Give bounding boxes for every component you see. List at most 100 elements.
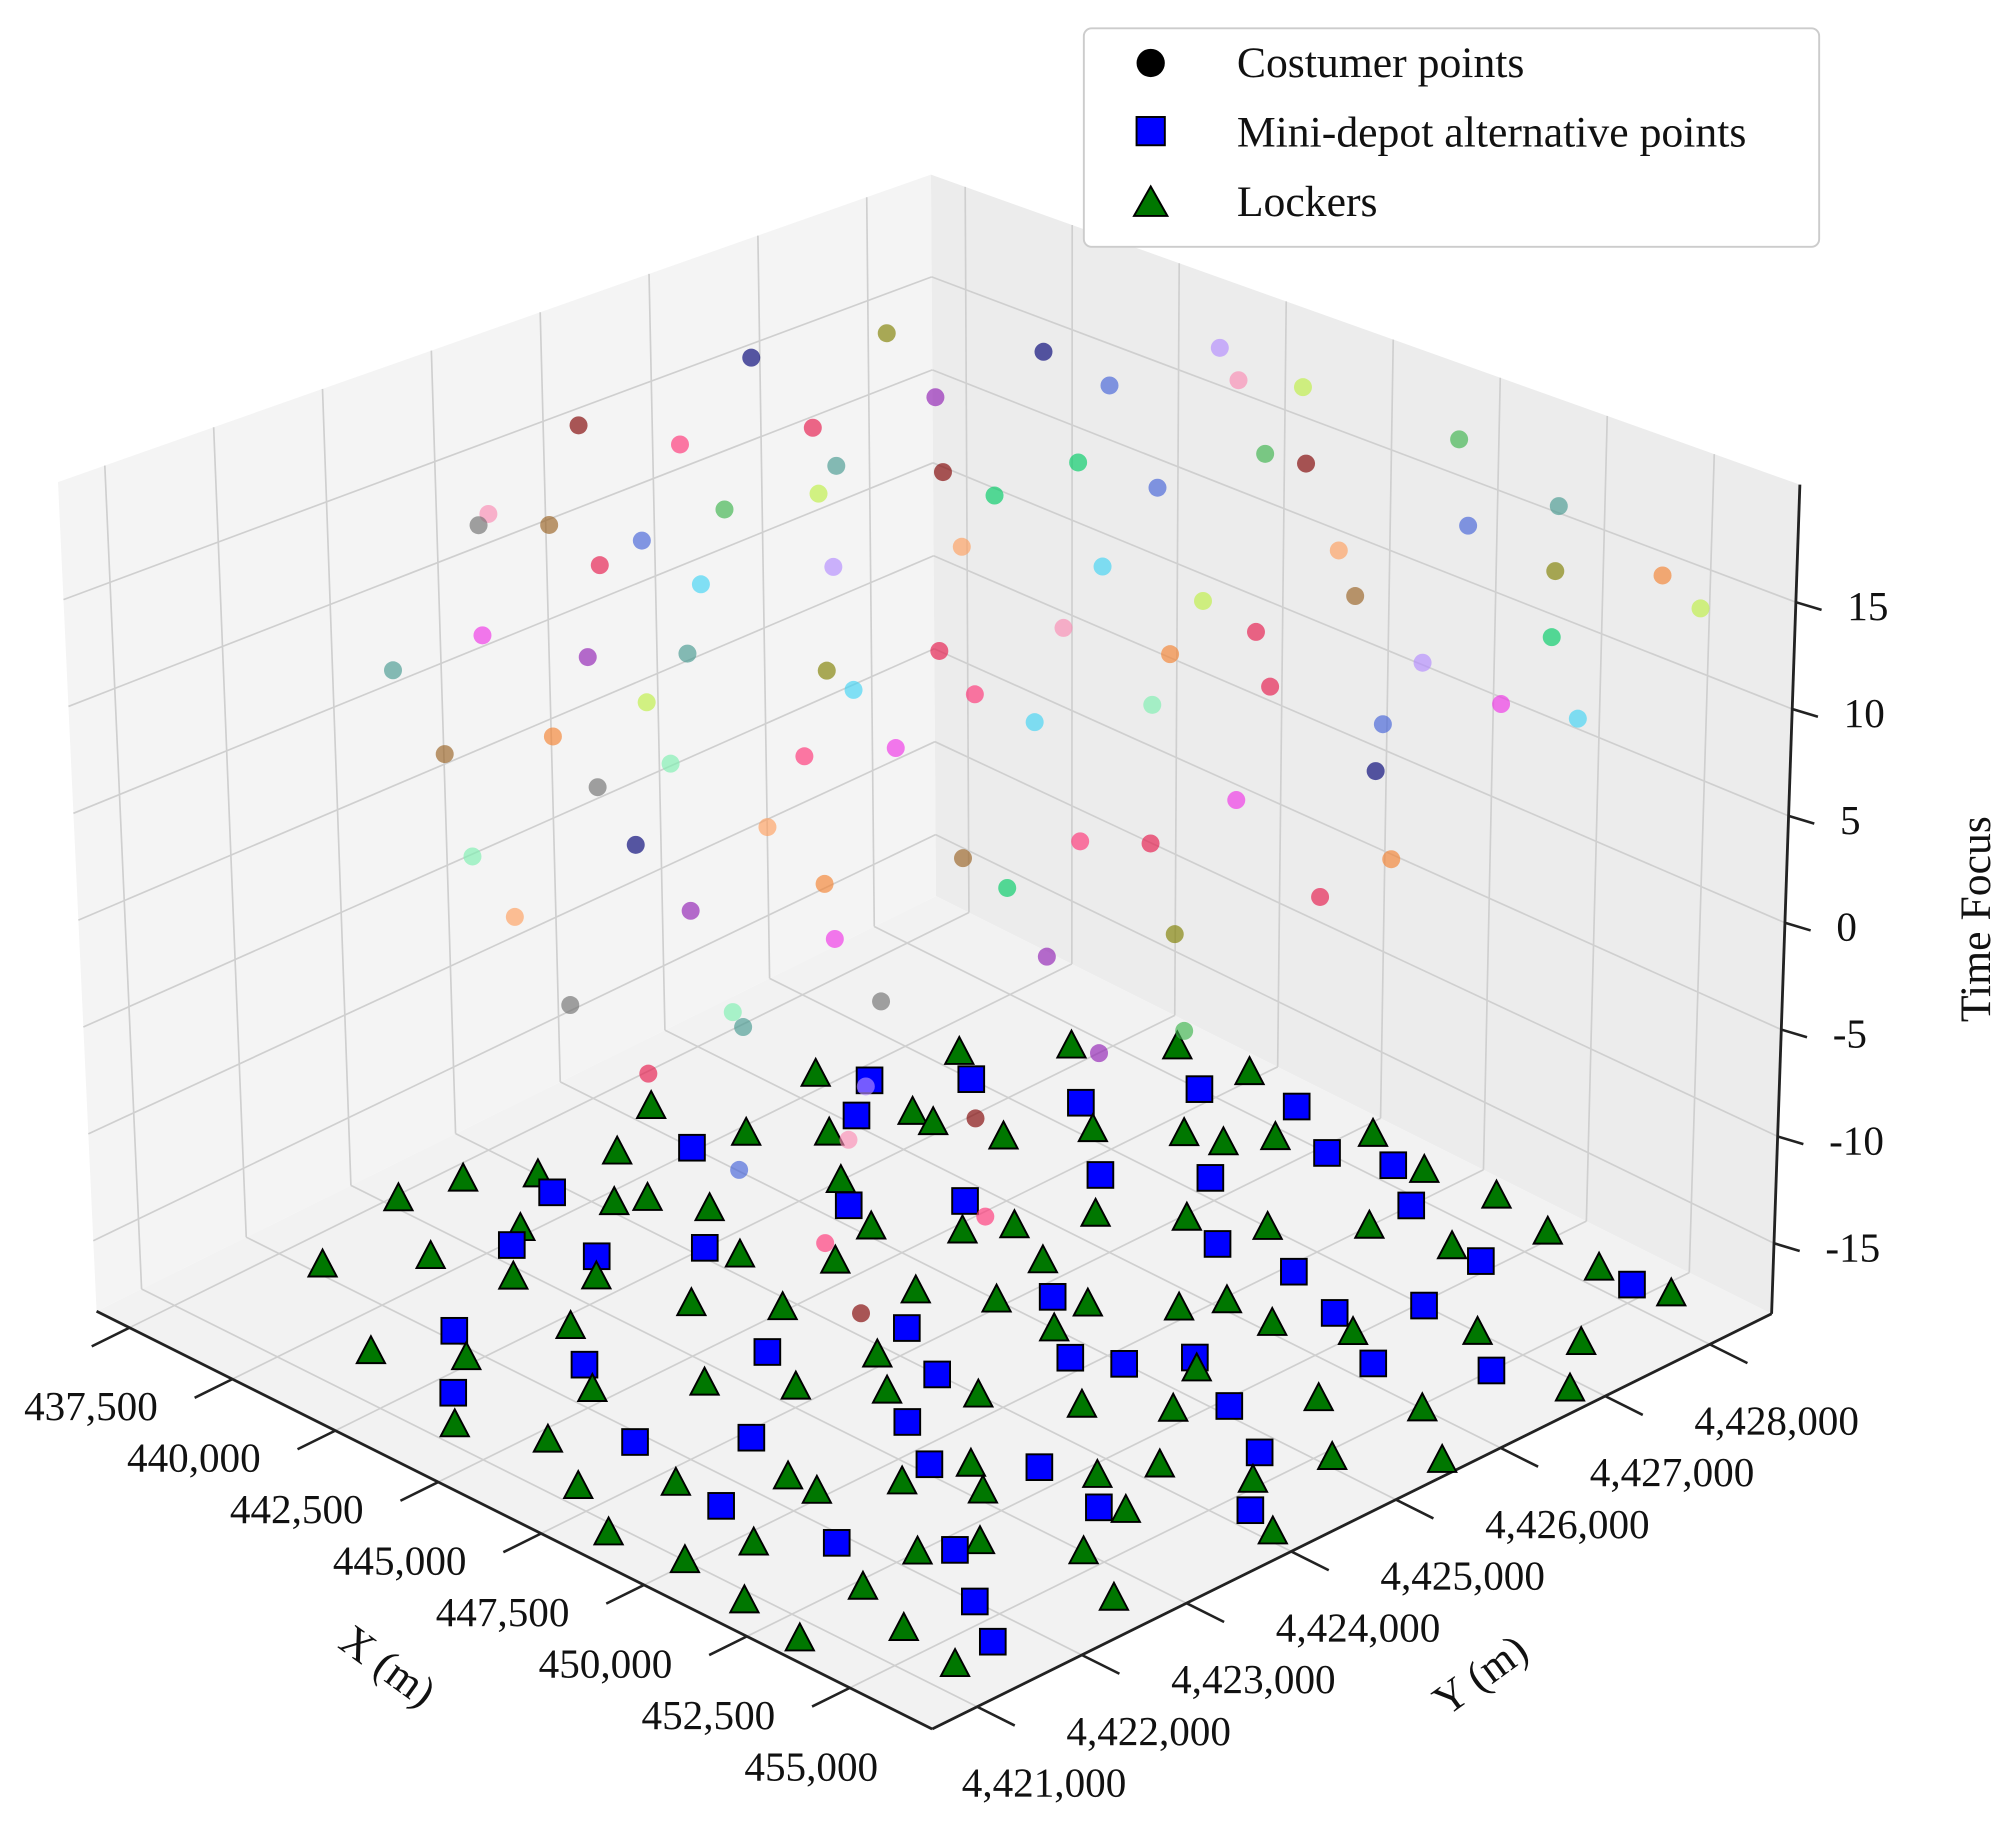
grid-line-y (539, 312, 562, 1082)
locker-point (737, 1525, 770, 1556)
locker-point (772, 1459, 804, 1490)
locker-point (987, 1119, 1020, 1150)
customer-point (877, 324, 896, 343)
y-tick-label: 4,427,000 (1590, 1449, 1755, 1495)
grid-line-z (934, 740, 1778, 1138)
customer-point (681, 901, 700, 920)
y-tick (1709, 1343, 1749, 1365)
locker-point (1251, 1209, 1284, 1240)
customer-point (795, 747, 814, 766)
legend-label-lockers: Lockers (1237, 178, 1378, 226)
mini-depot-point (957, 1065, 986, 1093)
y-tick (1604, 1394, 1644, 1417)
locker-point (1237, 1462, 1269, 1493)
z-tick (1773, 1242, 1801, 1253)
locker-point (847, 1569, 879, 1600)
customer-point (561, 996, 580, 1015)
locker-point (724, 1237, 756, 1268)
customer-point (1653, 566, 1672, 585)
grid-line-y (141, 1288, 978, 1708)
customer-point (505, 907, 524, 926)
grid-line-x (129, 911, 970, 1329)
customer-point (678, 644, 697, 663)
y-tick (1395, 1498, 1435, 1520)
customer-point (856, 1077, 875, 1096)
customer-point (569, 416, 588, 435)
customer-point (1148, 478, 1167, 497)
grid-line-x (849, 1271, 1690, 1689)
grid-line-y (103, 465, 143, 1289)
customer-point (1210, 338, 1229, 357)
mini-depot-point (1313, 1139, 1341, 1167)
grid-line-z (68, 369, 933, 708)
customer-point (1141, 834, 1160, 853)
customer-point (1165, 925, 1184, 944)
x-tick (91, 1326, 131, 1348)
locker-point (439, 1407, 471, 1438)
locker-point (669, 1543, 701, 1574)
customer-point (1246, 622, 1265, 641)
locker-point (962, 1377, 995, 1408)
locker-point (980, 1282, 1013, 1313)
locker-point (955, 1446, 987, 1477)
mini-depot-point (1085, 1493, 1113, 1522)
mini-depot-point (822, 1529, 851, 1557)
mini-depot-point (1086, 1161, 1115, 1189)
customer-point (824, 557, 843, 576)
customer-point (1568, 709, 1587, 728)
locker-point (1259, 1120, 1292, 1151)
customer-point (1329, 541, 1348, 560)
customer-point (463, 847, 482, 866)
grid-line-z (931, 276, 1797, 603)
customer-point (1261, 677, 1280, 696)
mini-depot-point (753, 1338, 782, 1366)
mini-depot-point (1215, 1392, 1244, 1420)
customer-point (1450, 430, 1469, 449)
customer-point (852, 1304, 871, 1323)
customer-point (632, 531, 651, 550)
locker-point (1480, 1178, 1513, 1209)
customer-point (1054, 618, 1073, 637)
mini-depot-point (1379, 1151, 1408, 1180)
floor-markers (306, 1028, 1688, 1677)
customer-point (661, 754, 680, 773)
customer-point (1691, 599, 1710, 618)
customer-point (1100, 376, 1119, 395)
customer-point (952, 537, 971, 556)
customer-point (540, 515, 559, 534)
customer-point (1229, 371, 1248, 390)
locker-point (861, 1337, 894, 1368)
mini-depot-point (1056, 1343, 1085, 1372)
customer-point (809, 484, 828, 503)
y-tick-label: 4,426,000 (1485, 1501, 1650, 1547)
mini-depot-point (915, 1450, 944, 1479)
locker-point (1256, 1305, 1288, 1336)
x-tick-label: 445,000 (333, 1538, 467, 1584)
locker-point (1055, 1028, 1088, 1059)
locker-point (939, 1646, 971, 1677)
x-tick-label: 455,000 (744, 1743, 878, 1789)
mini-depot-point (951, 1187, 979, 1215)
grid-line-x (437, 1066, 1279, 1483)
locker-point (1161, 1029, 1194, 1060)
locker-point (598, 1185, 630, 1216)
customer-point (758, 818, 777, 837)
customer-point (742, 348, 761, 367)
z-tick-label: -5 (1833, 1011, 1867, 1057)
grid-line-y (245, 1236, 1083, 1656)
locker-point (592, 1515, 625, 1546)
customer-point (1413, 653, 1432, 672)
locker-point (580, 1259, 613, 1290)
grid-line-z (73, 462, 934, 815)
locker-point (1207, 1125, 1240, 1156)
customer-point (1143, 695, 1162, 714)
customer-point (1069, 453, 1088, 472)
customer-point (691, 575, 710, 594)
grid-line-x (643, 1168, 1484, 1586)
locker-point (1168, 1116, 1200, 1147)
locker-point (1098, 1580, 1130, 1611)
locker-point (943, 1034, 976, 1065)
mini-depot-point (1467, 1247, 1495, 1275)
customer-point (1297, 454, 1316, 473)
mini-depot-point (1477, 1356, 1506, 1385)
